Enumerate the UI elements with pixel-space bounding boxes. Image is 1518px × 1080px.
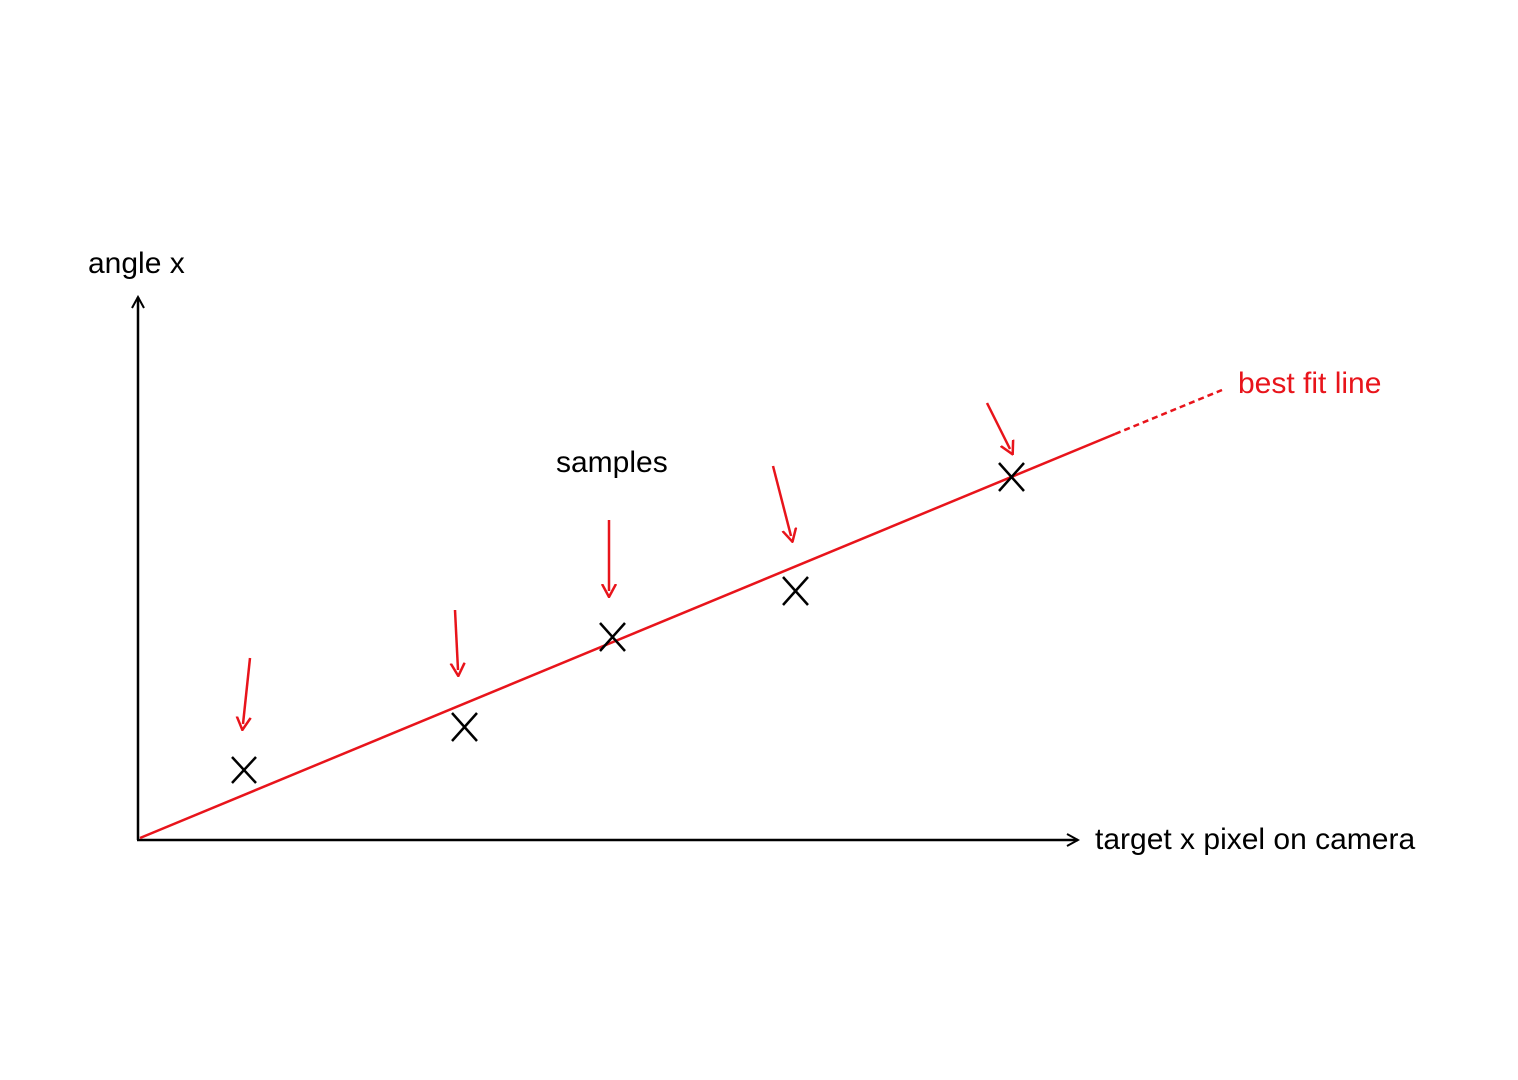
pointer-arrow-1	[243, 657, 250, 724]
sample-marker-4	[782, 576, 809, 606]
fit-line-dashed	[1114, 388, 1223, 436]
sample-markers	[231, 462, 1025, 784]
sample-marker-2	[451, 712, 478, 742]
pointer-arrow-5	[985, 402, 1010, 449]
best-fit-line-label: best fit line	[1238, 367, 1381, 400]
pointer-arrows	[243, 402, 1010, 724]
sample-marker-3	[599, 622, 626, 652]
sample-marker-1	[231, 756, 257, 784]
best-fit-line	[139, 388, 1223, 840]
sample-marker-5	[998, 462, 1025, 492]
pointer-arrow-4	[771, 465, 791, 536]
fit-line-solid	[139, 432, 1116, 840]
samples-label: samples	[556, 446, 668, 479]
axes	[137, 297, 1078, 840]
y-axis-label: angle x	[88, 247, 185, 280]
x-axis-label: target x pixel on camera	[1095, 823, 1415, 856]
pointer-arrow-2	[455, 609, 458, 670]
